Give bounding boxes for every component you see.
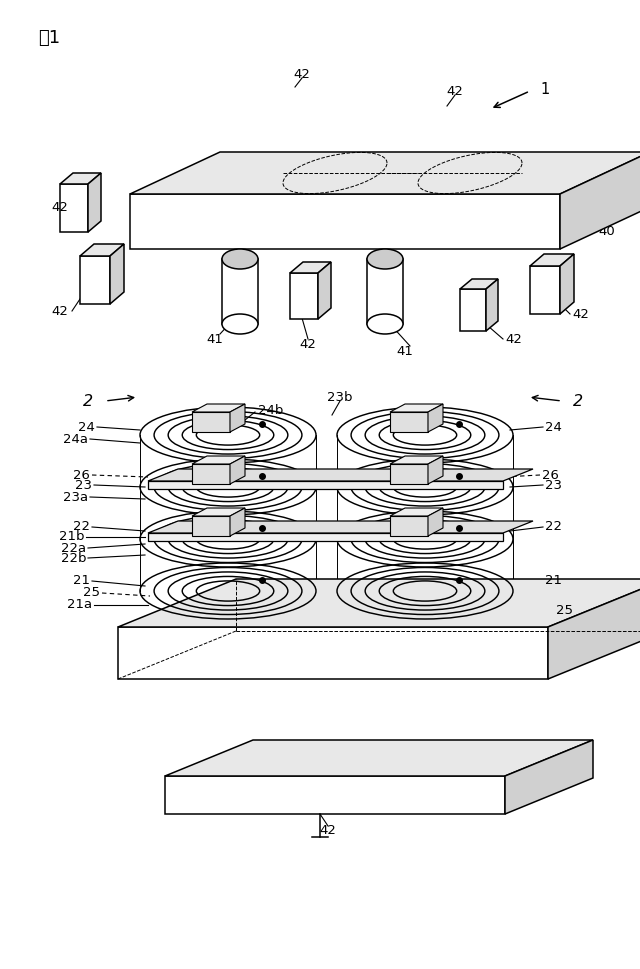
Polygon shape [80, 256, 110, 304]
Polygon shape [192, 412, 230, 432]
Text: 21: 21 [545, 575, 562, 587]
Polygon shape [165, 740, 593, 776]
Text: 24: 24 [78, 421, 95, 433]
Ellipse shape [367, 314, 403, 334]
Polygon shape [192, 404, 245, 412]
Polygon shape [118, 627, 548, 679]
Polygon shape [192, 464, 230, 484]
Text: 23b: 23b [327, 391, 353, 403]
Text: 41: 41 [207, 332, 223, 346]
Polygon shape [230, 404, 245, 432]
Text: 42: 42 [505, 332, 522, 346]
Ellipse shape [222, 314, 258, 334]
Text: 40: 40 [598, 225, 615, 237]
Text: 26: 26 [542, 468, 559, 482]
Text: 21: 21 [73, 575, 90, 587]
Text: 21a: 21a [67, 599, 92, 611]
Text: 21b: 21b [58, 530, 84, 544]
Text: 24a: 24a [63, 432, 88, 446]
Polygon shape [110, 244, 124, 304]
Polygon shape [390, 508, 443, 516]
Polygon shape [428, 404, 443, 432]
Text: 22b: 22b [61, 551, 86, 565]
Text: 2: 2 [83, 393, 93, 409]
Polygon shape [88, 173, 101, 232]
Text: 24: 24 [545, 421, 562, 433]
Polygon shape [530, 266, 560, 314]
Text: 42: 42 [52, 201, 68, 213]
Polygon shape [130, 152, 640, 194]
Polygon shape [460, 289, 486, 331]
Polygon shape [165, 776, 505, 814]
Polygon shape [560, 152, 640, 249]
Text: 1: 1 [540, 81, 549, 97]
Polygon shape [290, 273, 318, 319]
Text: 26: 26 [73, 468, 90, 482]
Polygon shape [118, 579, 640, 627]
Polygon shape [222, 259, 258, 324]
Polygon shape [530, 254, 574, 266]
Text: 42: 42 [294, 68, 310, 80]
Polygon shape [367, 259, 403, 324]
Text: 41: 41 [397, 345, 413, 358]
Text: 24b: 24b [258, 403, 284, 417]
Polygon shape [390, 456, 443, 464]
Polygon shape [318, 262, 331, 319]
Text: 23: 23 [75, 479, 92, 491]
Text: 42: 42 [447, 84, 463, 98]
Polygon shape [192, 516, 230, 536]
Ellipse shape [367, 249, 403, 269]
Polygon shape [428, 456, 443, 484]
Polygon shape [560, 254, 574, 314]
Polygon shape [192, 508, 245, 516]
Polygon shape [130, 194, 560, 249]
Polygon shape [390, 412, 428, 432]
Text: 23: 23 [545, 479, 562, 491]
Polygon shape [486, 279, 498, 331]
Text: 2: 2 [573, 393, 583, 409]
Text: 42: 42 [319, 825, 337, 837]
Polygon shape [230, 508, 245, 536]
Polygon shape [148, 481, 503, 489]
Ellipse shape [222, 249, 258, 269]
Polygon shape [460, 279, 498, 289]
Text: 25: 25 [83, 586, 100, 600]
Polygon shape [148, 533, 503, 541]
Text: 42: 42 [572, 307, 589, 321]
Polygon shape [60, 184, 88, 232]
Text: 25: 25 [556, 605, 573, 617]
Polygon shape [148, 521, 533, 533]
Polygon shape [230, 456, 245, 484]
Polygon shape [390, 404, 443, 412]
Text: 図1: 図1 [38, 29, 60, 47]
Polygon shape [290, 262, 331, 273]
Text: 22: 22 [73, 520, 90, 534]
Text: 22a: 22a [61, 542, 86, 554]
Polygon shape [80, 244, 124, 256]
Polygon shape [192, 456, 245, 464]
Text: 42: 42 [52, 304, 68, 318]
Text: 22: 22 [545, 520, 562, 534]
Text: 23a: 23a [63, 490, 88, 504]
Polygon shape [548, 579, 640, 679]
Polygon shape [148, 469, 533, 481]
Polygon shape [60, 173, 101, 184]
Polygon shape [505, 740, 593, 814]
Text: 42: 42 [300, 337, 316, 351]
Polygon shape [390, 464, 428, 484]
Polygon shape [390, 516, 428, 536]
Polygon shape [428, 508, 443, 536]
